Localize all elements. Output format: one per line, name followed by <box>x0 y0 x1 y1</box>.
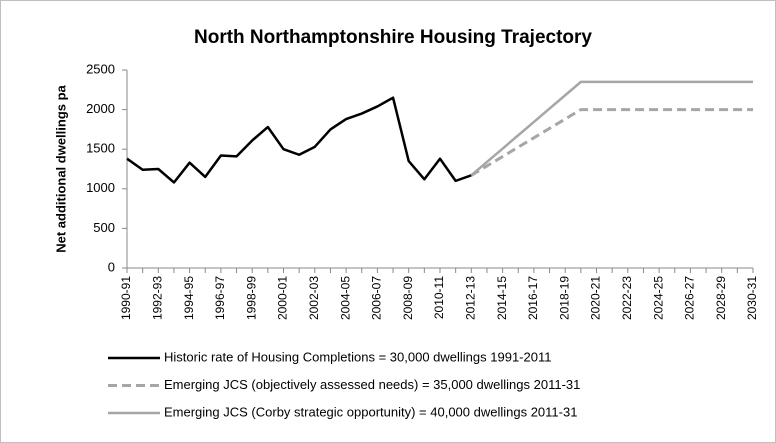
legend-label: Emerging JCS (objectively assessed needs… <box>164 377 580 392</box>
x-tick-label: 2004-05 <box>338 276 352 320</box>
x-tick-label: 1994-95 <box>182 276 196 320</box>
x-tick-label: 2022-23 <box>620 276 634 320</box>
y-tick-label: 1500 <box>86 141 115 156</box>
y-tick-label: 2000 <box>86 101 115 116</box>
x-tick-label: 2026-27 <box>683 276 697 320</box>
y-tick-label: 2500 <box>86 61 115 76</box>
x-tick-label: 1992-93 <box>150 276 164 320</box>
chart-title: North Northamptonshire Housing Trajector… <box>194 27 592 48</box>
x-tick-label: 2014-15 <box>495 276 509 320</box>
series-line <box>470 108 753 177</box>
legend-label: Emerging JCS (Corby strategic opportunit… <box>164 404 577 419</box>
x-tick-label: 2016-17 <box>526 276 540 320</box>
y-tick-label: 0 <box>108 259 115 274</box>
x-tick-label: 1996-97 <box>213 276 227 320</box>
x-tick-label: 2018-19 <box>557 276 571 320</box>
x-tick-label: 1990-91 <box>119 276 133 320</box>
series-line <box>470 80 753 177</box>
y-tick-label: 1000 <box>86 180 115 195</box>
x-tick-label: 2006-07 <box>370 276 384 320</box>
x-tick-label: 2028-29 <box>714 276 728 320</box>
x-tick-label: 2010-11 <box>432 276 446 319</box>
x-tick-label: 2030-31 <box>745 276 759 320</box>
legend-label: Historic rate of Housing Completions = 3… <box>164 349 551 364</box>
series-line <box>126 96 472 184</box>
x-tick-label: 2012-13 <box>463 276 477 320</box>
x-tick-label: 2000-01 <box>276 276 290 320</box>
x-tick-label: 2008-09 <box>401 276 415 320</box>
y-axis-label: Net additional dwellings pa <box>53 84 68 252</box>
x-tick-label: 2020-21 <box>589 276 603 320</box>
x-tick-label: 2002-03 <box>307 276 321 320</box>
x-tick-label: 1998-99 <box>244 276 258 320</box>
y-tick-label: 500 <box>93 220 115 235</box>
x-tick-label: 2024-25 <box>651 276 665 320</box>
